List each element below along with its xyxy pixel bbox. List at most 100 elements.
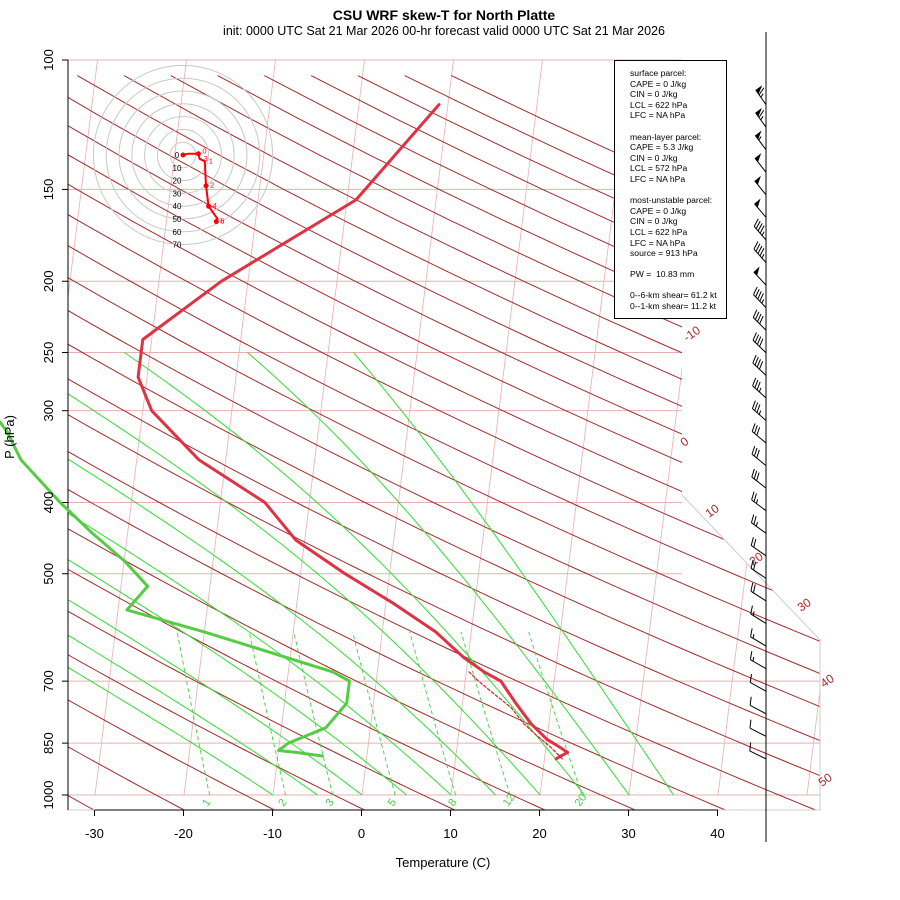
wind-barb: [753, 286, 767, 309]
wind-barb: [749, 719, 767, 737]
wind-barb-feather: [755, 288, 760, 298]
wind-barb-staff: [751, 522, 767, 534]
wind-barb-flag: [755, 107, 762, 117]
hodograph-ring-label: 60: [173, 228, 182, 237]
wind-barb-staff: [752, 339, 767, 354]
wind-barb-feather: [753, 447, 758, 457]
wind-barb-feather: [751, 400, 756, 409]
hodograph-point: [206, 203, 212, 209]
wind-barb-staff: [754, 180, 767, 196]
wind-barb-feather: [756, 359, 761, 368]
wind-barb-feather: [751, 491, 755, 501]
wind-barb-feather: [752, 354, 757, 364]
mixing-ratio-line: [248, 631, 287, 795]
info-line: LFC = NA hPa: [630, 173, 686, 184]
wind-barb-feather: [749, 673, 753, 683]
dry-adiabat-line: [68, 75, 820, 810]
isotherm-label: -10: [681, 323, 704, 345]
dewpoint-line: [0, 419, 351, 758]
hodograph-ring-label: 10: [173, 164, 182, 173]
mixing-ratio-label: 8: [446, 797, 459, 809]
mixing-ratio-line: [460, 631, 511, 795]
hodograph-height-label: 3: [204, 154, 208, 163]
isotherm-label: 10: [703, 501, 722, 520]
y-tick-label: 100: [41, 49, 56, 71]
info-line: CIN = 0 J/kg: [630, 216, 678, 227]
wind-barb: [750, 605, 767, 624]
wind-barb-feather: [757, 223, 763, 232]
hodograph-ring-label: 70: [173, 241, 182, 250]
hodograph-ring: [92, 64, 274, 246]
info-line: source = 913 hPa: [630, 248, 698, 259]
dry-adiabat-line: [68, 75, 820, 810]
info-line: surface parcel:: [630, 68, 687, 78]
isotherm-line: [272, 60, 365, 796]
x-axis-label: Temperature (C): [396, 855, 491, 870]
isotherm-line: [361, 60, 454, 796]
wind-barb-half-feather: [760, 116, 764, 121]
dry-adiabat-line: [68, 75, 820, 810]
isotherm-line: [450, 60, 543, 796]
hodograph-ring: [169, 141, 197, 169]
y-tick-label: 500: [41, 563, 56, 585]
wind-barb-half-feather: [755, 521, 758, 527]
dry-adiabat-line: [68, 75, 637, 810]
hodograph-ring-label: 20: [173, 177, 182, 186]
dry-adiabat-line: [123, 75, 820, 810]
wind-barb-feather: [758, 361, 764, 370]
wind-barb: [750, 559, 767, 579]
dry-adiabat-line: [68, 75, 820, 810]
mixing-ratio-label: 3: [323, 797, 336, 809]
mixing-ratio-line: [528, 631, 583, 795]
y-axis-label: P (hPa): [2, 415, 17, 459]
wind-barb-feather: [756, 404, 761, 413]
wind-barb-feather: [753, 538, 757, 548]
wind-barb-feather: [749, 719, 752, 729]
hodograph-ring-label: 0: [175, 151, 180, 160]
dry-adiabat-line: [68, 75, 820, 810]
wind-barb-half-feather: [760, 93, 764, 98]
wind-barb: [751, 491, 767, 512]
info-line: 0--1-km shear= 11.2 kt: [630, 301, 717, 312]
dry-adiabats: [68, 75, 820, 810]
wind-barb-feather: [756, 336, 762, 345]
wind-barb-feather: [755, 220, 761, 229]
info-line: 0--6-km shear= 61.2 kt: [630, 290, 717, 301]
wind-barb-feather: [756, 449, 760, 459]
wind-barb: [751, 400, 767, 421]
wind-barb: [752, 354, 767, 376]
chart-title: CSU WRF skew-T for North Platte: [332, 7, 556, 23]
wind-barb-staff: [753, 294, 767, 309]
wind-barb-feather: [754, 357, 759, 366]
wind-barb-feather: [750, 559, 754, 569]
wind-barb-feather: [754, 311, 760, 320]
wind-barb-half-feather: [755, 499, 759, 504]
wind-barb-feather: [755, 243, 761, 252]
info-line: LFC = NA hPa: [630, 110, 686, 121]
wind-barb-half-feather: [752, 656, 755, 662]
moist-adiabat-line: [124, 352, 585, 795]
wind-barb-feather: [754, 379, 759, 389]
x-tick-label: -10: [263, 826, 282, 841]
dry-adiabat-line: [68, 75, 186, 810]
info-line: LCL = 572 hPa: [630, 163, 688, 174]
mixing-ratio-line: [176, 631, 211, 795]
wind-barb-feather: [754, 402, 759, 411]
wind-barb-staff: [754, 135, 767, 151]
mixing-ratio-lines: [176, 631, 583, 795]
isotherm-label: 30: [795, 595, 814, 614]
wind-barb-flag: [754, 153, 762, 163]
info-spacer: [630, 259, 726, 270]
wind-barb-staff: [754, 157, 767, 173]
dry-adiabat-line: [68, 75, 820, 810]
wind-barb: [749, 651, 767, 670]
wind-barb-staff: [753, 271, 767, 286]
info-line: CAPE = 0 J/kg: [630, 78, 687, 89]
wind-barb-feather: [759, 293, 764, 302]
wind-barb-feather: [759, 315, 764, 325]
x-tick-label: 40: [710, 826, 724, 841]
dry-adiabat-line: [310, 75, 820, 810]
wind-barb-staff: [750, 613, 767, 624]
wind-barb-half-feather: [752, 611, 755, 616]
moist-adiabat-line: [68, 634, 318, 795]
